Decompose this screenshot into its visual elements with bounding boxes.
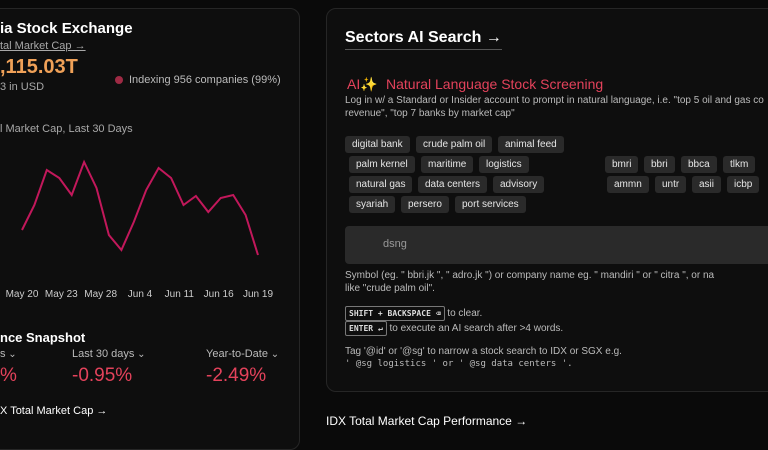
status-dot xyxy=(115,76,123,84)
text: ' @sg logistics ' or ' @sg data centers … xyxy=(345,359,573,369)
chip[interactable]: digital bank xyxy=(345,136,410,153)
chip[interactable]: palm kernel xyxy=(349,156,415,173)
chart-title: l Market Cap, Last 30 Days xyxy=(0,123,133,135)
currency-note: 3 in USD xyxy=(0,81,45,93)
x-label: Jun 19 xyxy=(243,289,273,300)
x-label: May 23 xyxy=(45,289,78,300)
snapshot-title: nce Snapshot xyxy=(0,330,86,345)
section-title[interactable]: Sectors AI Search → xyxy=(345,29,502,50)
text: Log in w/ a Standard or Insider account … xyxy=(345,95,764,106)
chip[interactable]: natural gas xyxy=(349,176,413,193)
chip[interactable]: tlkm xyxy=(723,156,756,173)
chip[interactable]: crude palm oil xyxy=(416,136,493,153)
bottom-link[interactable]: IDX Total Market Cap Performance → xyxy=(326,414,528,428)
chip[interactable]: asii xyxy=(692,176,722,193)
x-label: Jun 4 xyxy=(128,289,153,300)
chip[interactable]: maritime xyxy=(421,156,474,173)
indexing: Indexing 956 companies (99%) xyxy=(129,74,281,86)
period-select[interactable]: Year-to-Date xyxy=(206,348,279,360)
chip[interactable]: bbri xyxy=(644,156,675,173)
chip[interactable]: persero xyxy=(401,196,449,213)
key: SHIFT + BACKSPACE ⌫ xyxy=(345,306,445,321)
period-select[interactable]: s xyxy=(0,348,17,360)
change-value: -2.49% xyxy=(206,365,267,386)
key: ENTER ↵ xyxy=(345,321,387,336)
shortcut: SHIFT + BACKSPACE ⌫ to clear. xyxy=(345,306,563,321)
chip[interactable]: logistics xyxy=(479,156,529,173)
market-cap-value: ,115.03T xyxy=(0,56,78,78)
x-label: May 20 xyxy=(6,289,39,300)
footer-link[interactable]: X Total Market Cap → xyxy=(0,405,108,417)
text: Symbol (eg. " bbri.jk ", " adro.jk ") or… xyxy=(345,270,715,281)
symbol-help: Symbol (eg. " bbri.jk ", " adro.jk ") or… xyxy=(345,269,714,295)
placeholder: dsng xyxy=(383,238,407,250)
change-value: -0.95% xyxy=(72,365,133,386)
line xyxy=(21,159,259,256)
text: to execute an AI search after >4 words. xyxy=(389,323,564,334)
chip[interactable]: untr xyxy=(655,176,687,193)
text: like "crude palm oil". xyxy=(345,283,435,294)
x-label: May 28 xyxy=(84,289,117,300)
page: {"left_panel":{"title":"ia Stock Exchang… xyxy=(0,0,768,432)
chip[interactable]: ammn xyxy=(607,176,649,193)
description: Log in w/ a Standard or Insider account … xyxy=(345,94,764,120)
text: Tag '@id' or '@sg' to narrow a stock sea… xyxy=(345,346,622,357)
chip[interactable]: syariah xyxy=(349,196,396,213)
period-select[interactable]: Last 30 days xyxy=(72,348,146,360)
chip[interactable]: bbca xyxy=(681,156,717,173)
search-input[interactable]: dsng xyxy=(345,226,768,264)
chip[interactable]: bmri xyxy=(605,156,639,173)
shortcut: ENTER ↵ to execute an AI search after >4… xyxy=(345,321,563,336)
ai-search-card xyxy=(326,8,768,392)
change-value: % xyxy=(0,365,17,386)
x-label: Jun 16 xyxy=(204,289,234,300)
shortcuts: SHIFT + BACKSPACE ⌫ to clear. ENTER ↵ to… xyxy=(345,306,563,336)
sparkline-chart: May 20 May 23 May 28 Jun 4 Jun 11 Jun 16 Jun 1… xyxy=(6,159,273,300)
tag-help: Tag '@id' or '@sg' to narrow a stock sea… xyxy=(345,346,622,370)
chip[interactable]: data centers xyxy=(418,176,488,193)
chip[interactable]: port services xyxy=(455,196,526,213)
chip[interactable]: animal feed xyxy=(498,136,564,153)
link[interactable]: tal Market Cap → xyxy=(0,40,86,52)
title: ia Stock Exchange xyxy=(0,20,133,37)
heading: Natural Language Stock Screening xyxy=(386,76,604,92)
x-label: Jun 11 xyxy=(165,289,195,300)
chip[interactable]: icbp xyxy=(727,176,760,193)
ai-label: AI✨ xyxy=(347,76,378,92)
text: revenue", "top 7 banks by market cap" xyxy=(345,108,515,119)
chip[interactable]: advisory xyxy=(493,176,545,193)
text: to clear. xyxy=(447,308,483,319)
